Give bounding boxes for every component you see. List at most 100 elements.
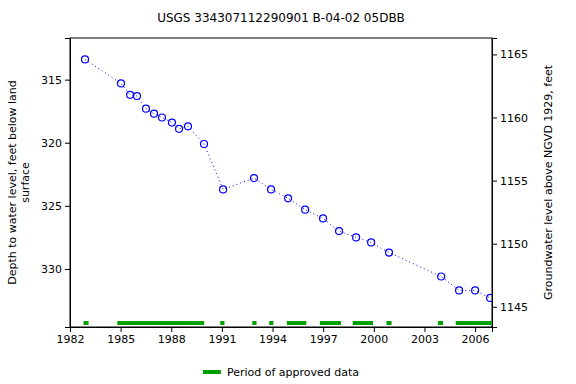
tick: 1991 bbox=[208, 327, 236, 346]
tick-mark bbox=[492, 181, 497, 182]
tick-label: 1150 bbox=[500, 238, 528, 251]
approved-period bbox=[220, 321, 224, 325]
tick-label: 2003 bbox=[411, 333, 439, 346]
tick-label: 1988 bbox=[158, 333, 186, 346]
tick-label: 1165 bbox=[500, 48, 528, 61]
data-point bbox=[220, 186, 227, 193]
axis-line bbox=[65, 39, 71, 328]
tick-label: 1145 bbox=[500, 301, 528, 314]
tick: 2006 bbox=[462, 327, 490, 346]
legend-label: Period of approved data bbox=[227, 366, 359, 379]
tick-label: 320 bbox=[41, 137, 62, 150]
approved-period bbox=[252, 321, 256, 325]
tick-mark bbox=[492, 244, 497, 245]
plot-area bbox=[82, 56, 492, 325]
axis-line bbox=[71, 328, 493, 333]
approved-period bbox=[320, 321, 341, 325]
data-point bbox=[117, 80, 124, 87]
data-point bbox=[82, 56, 89, 63]
tick: 325 bbox=[41, 200, 70, 213]
tick-label: 1985 bbox=[107, 333, 135, 346]
tick-mark bbox=[492, 307, 497, 308]
tick-mark bbox=[121, 327, 122, 332]
tick: 1988 bbox=[158, 327, 186, 346]
y-axis-title-line: Depth to water level, feet below land bbox=[6, 80, 19, 285]
data-point bbox=[472, 287, 479, 294]
tick: 330 bbox=[41, 263, 70, 276]
tick-mark bbox=[65, 206, 70, 207]
tick: 2003 bbox=[411, 327, 439, 346]
tick: 1997 bbox=[310, 327, 338, 346]
data-point bbox=[353, 234, 360, 241]
data-point bbox=[201, 141, 208, 148]
tick-mark bbox=[492, 118, 497, 119]
tick-mark bbox=[475, 327, 476, 332]
data-point bbox=[134, 93, 141, 100]
approved-period bbox=[387, 321, 392, 325]
tick-mark bbox=[222, 327, 223, 332]
data-point bbox=[438, 273, 445, 280]
data-point bbox=[336, 228, 343, 235]
data-point bbox=[320, 215, 327, 222]
tick: 1155 bbox=[492, 175, 528, 188]
tick-label: 315 bbox=[41, 74, 62, 87]
tick-label: 1155 bbox=[500, 175, 528, 188]
tick-mark bbox=[65, 80, 70, 81]
tick-mark bbox=[323, 327, 324, 332]
tick-mark bbox=[65, 143, 70, 144]
tick-label: 1997 bbox=[310, 333, 338, 346]
y2-axis-title: Groundwater level above NGVD 1929, feet bbox=[542, 64, 555, 300]
tick-label: 1991 bbox=[208, 333, 236, 346]
data-point bbox=[368, 239, 375, 246]
y-axis-title: Depth to water level, feet below landsur… bbox=[6, 80, 32, 285]
tick-label: 2000 bbox=[360, 333, 388, 346]
data-point bbox=[386, 249, 393, 256]
legend-swatch bbox=[203, 370, 221, 374]
tick-mark bbox=[273, 327, 274, 332]
approved-period bbox=[287, 321, 306, 325]
x-axis: 1982 1985 1988 1991 1994 1997 2000 2003 2006 bbox=[57, 327, 493, 346]
data-point bbox=[250, 175, 257, 182]
tick-mark bbox=[492, 54, 497, 55]
legend: Period of approved data bbox=[203, 366, 359, 379]
data-point bbox=[268, 186, 275, 193]
tick: 1994 bbox=[259, 327, 287, 346]
data-point bbox=[184, 123, 191, 130]
y-axis: 315 320 325 330 bbox=[41, 39, 71, 328]
chart: USGS 334307112290901 B-04-02 05DBB198219… bbox=[0, 0, 576, 384]
tick: 2000 bbox=[360, 327, 388, 346]
approved-period bbox=[84, 321, 89, 325]
y-axis-title-line: surface bbox=[19, 162, 32, 203]
tick-label: 330 bbox=[41, 263, 62, 276]
tick-label: 1982 bbox=[57, 333, 85, 346]
data-point bbox=[151, 110, 158, 117]
data-point bbox=[456, 287, 463, 294]
y2-axis-title-line: Groundwater level above NGVD 1929, feet bbox=[542, 64, 555, 300]
tick-label: 2006 bbox=[462, 333, 490, 346]
tick: 315 bbox=[41, 74, 70, 87]
data-point bbox=[487, 294, 492, 301]
tick: 1985 bbox=[107, 327, 135, 346]
tick-mark bbox=[65, 269, 70, 270]
data-point bbox=[302, 206, 309, 213]
approved-period bbox=[456, 321, 492, 325]
series-line bbox=[85, 59, 490, 298]
approved-period bbox=[438, 321, 443, 325]
tick: 1145 bbox=[492, 301, 528, 314]
tick: 1165 bbox=[492, 48, 528, 61]
data-point bbox=[158, 114, 165, 121]
tick-label: 1160 bbox=[500, 112, 528, 125]
axis-line bbox=[493, 39, 498, 328]
tick-mark bbox=[424, 327, 425, 332]
data-point bbox=[285, 195, 292, 202]
approved-period bbox=[353, 321, 373, 325]
plot-frame bbox=[70, 38, 492, 327]
tick: 1150 bbox=[492, 238, 528, 251]
data-point bbox=[142, 105, 149, 112]
data-point bbox=[168, 119, 175, 126]
tick: 320 bbox=[41, 137, 70, 150]
data-point bbox=[127, 91, 134, 98]
tick-label: 325 bbox=[41, 200, 62, 213]
tick-label: 1994 bbox=[259, 333, 287, 346]
tick-mark bbox=[374, 327, 375, 332]
